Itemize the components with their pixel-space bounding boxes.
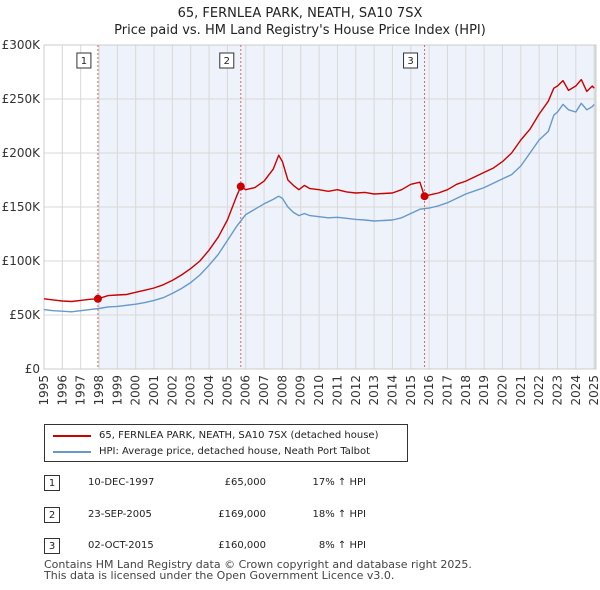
legend-label-property: 65, FERNLEA PARK, NEATH, SA10 7SX (detac… (99, 430, 379, 441)
x-tick-label: 2013 (367, 375, 381, 406)
x-tick-label: 2005 (220, 375, 234, 406)
x-tick-label: 1997 (74, 375, 88, 406)
footer-attribution: Contains HM Land Registry data © Crown c… (44, 559, 472, 581)
sale-point (93, 294, 102, 303)
x-tick-label: 2002 (165, 375, 179, 406)
x-tick-label: 2023 (550, 375, 564, 406)
x-tick-label: 1995 (37, 375, 51, 406)
x-tick-label: 2000 (129, 375, 143, 406)
sale-hpi-diff: 18% ↑ HPI (312, 509, 366, 520)
x-tick-label: 2010 (312, 375, 326, 406)
sale-marker-box (403, 52, 419, 69)
x-tick-label: 1998 (92, 375, 106, 406)
x-tick-label: 1999 (110, 375, 124, 406)
x-tick-label: 2016 (422, 375, 436, 406)
sale-marker-labels: 1 2 3 (76, 52, 419, 69)
sale-number-badge: 2 (44, 507, 60, 523)
sale-number-badge: 1 (44, 475, 60, 491)
x-tick-label: 2003 (184, 375, 198, 406)
legend: 65, FERNLEA PARK, NEATH, SA10 7SX (detac… (44, 424, 408, 462)
y-tick-label: £50K (9, 308, 41, 322)
x-tick-label: 2014 (385, 375, 399, 406)
sale-number-badge: 3 (44, 538, 60, 554)
sale-point (420, 192, 429, 201)
y-tick-label: £300K (2, 38, 42, 52)
y-tick-label: £150K (2, 200, 42, 214)
grid-lines (43, 44, 597, 370)
x-tick-label: 2001 (147, 375, 161, 406)
series-lines (43, 78, 595, 313)
x-tick-label: 2018 (459, 375, 473, 406)
x-tick-label: 2004 (202, 375, 216, 406)
hpi-line (43, 102, 595, 313)
x-tick-label: 2020 (495, 375, 509, 406)
x-tick-label: 2025 (587, 375, 600, 406)
sale-marker-lines (97, 45, 426, 369)
x-tick-label: 2008 (275, 375, 289, 406)
x-tick-label: 2007 (257, 375, 271, 406)
x-tick-label: 2024 (569, 375, 583, 406)
sale-hpi-diff: 17% ↑ HPI (312, 477, 366, 488)
sale-hpi-diff: 8% ↑ HPI (318, 540, 366, 551)
x-tick-label: 2019 (477, 375, 491, 406)
sale-price: £160,000 (218, 540, 266, 551)
sale-row: 2 23-SEP-2005 £169,000 18% ↑ HPI (44, 507, 584, 527)
sale-row: 1 10-DEC-1997 £65,000 17% ↑ HPI (44, 475, 584, 495)
x-tick-label: 2006 (239, 375, 253, 406)
sale-marker-number: 2 (224, 56, 230, 67)
x-tick-label: 2022 (532, 375, 546, 406)
x-tick-label: 1996 (55, 375, 69, 406)
sale-row: 3 02-OCT-2015 £160,000 8% ↑ HPI (44, 538, 584, 558)
legend-label-hpi: HPI: Average price, detached house, Neat… (99, 446, 371, 457)
price-chart: 1 2 3 £0 £50K £100K £150K £200K £250K £300K 1995 1… (2, 38, 600, 406)
x-tick-label: 2021 (514, 375, 528, 406)
x-tick-label: 2017 (440, 375, 454, 406)
sale-date: 23-SEP-2005 (88, 509, 152, 520)
plot-frame (43, 44, 597, 370)
sale-marker-box (76, 52, 92, 69)
chart-subtitle: Price paid vs. HM Land Registry's House … (114, 23, 486, 38)
sale-point (236, 182, 245, 191)
sale-price: £65,000 (224, 477, 266, 488)
footer-line-1: Contains HM Land Registry data © Crown c… (44, 558, 472, 571)
x-tick-label: 2015 (404, 375, 418, 406)
y-tick-label: £0 (25, 362, 40, 376)
sale-date: 02-OCT-2015 (88, 540, 154, 551)
sale-marker-box (219, 52, 235, 69)
x-tick-label: 2011 (330, 375, 344, 406)
x-tick-label: 2012 (349, 375, 363, 406)
chart-title: 65, FERNLEA PARK, NEATH, SA10 7SX (177, 6, 423, 21)
sale-marker-number: 3 (407, 56, 413, 67)
sale-date: 10-DEC-1997 (88, 477, 155, 488)
legend-swatch-property (53, 435, 91, 437)
y-tick-label: £100K (2, 254, 42, 268)
x-tick-label: 2009 (294, 375, 308, 406)
y-tick-label: £200K (2, 146, 42, 160)
y-tick-label: £250K (2, 92, 42, 106)
sale-points (93, 182, 429, 303)
sale-marker-number: 1 (81, 56, 87, 67)
legend-swatch-hpi (53, 451, 91, 453)
footer-line-2: This data is licensed under the Open Gov… (44, 569, 395, 582)
sale-price: £169,000 (218, 509, 266, 520)
property-price-line (43, 78, 595, 303)
